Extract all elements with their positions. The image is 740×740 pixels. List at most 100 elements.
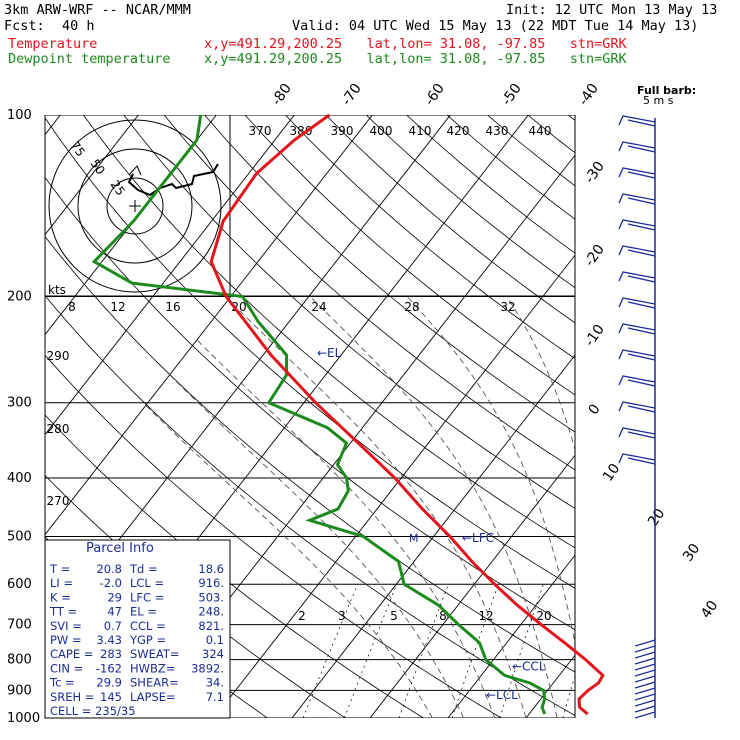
parcel-row-key: LI = — [50, 576, 73, 590]
dry-adiabat — [609, 115, 740, 731]
dry-adiabat — [204, 115, 575, 433]
isotherm — [525, 654, 575, 718]
wind-barb — [634, 705, 656, 713]
wind-barb — [618, 297, 656, 308]
wind-barb — [634, 657, 656, 665]
wind-barb — [627, 197, 656, 205]
parcel-row-key: YGP = — [129, 633, 166, 647]
wind-barb — [618, 167, 656, 178]
isotherm-tick-label: -50 — [499, 81, 525, 109]
speed-tick-label: 12 — [110, 300, 125, 314]
isotherm-tick-label: 40 — [698, 598, 721, 622]
parcel-row-value: 0.1 — [206, 633, 224, 647]
pressure-tick-label: 300 — [7, 396, 32, 411]
hodograph-ring-label: 50 — [88, 157, 108, 178]
wind-barb — [627, 275, 656, 283]
dry-adiabat — [123, 115, 575, 509]
wind-barb — [618, 219, 656, 230]
parcel-row-value: 821. — [198, 619, 224, 633]
parcel-row-value: 34. — [206, 676, 224, 690]
wind-barb — [634, 711, 656, 719]
speed-tick-label: 8 — [68, 300, 76, 314]
mixing-ratio-line — [398, 584, 449, 718]
moist-adiabat — [225, 296, 527, 718]
hodograph-ring-label: 75 — [68, 139, 88, 160]
mixing-ratio-line — [562, 674, 575, 718]
parcel-row-key: LFC = — [130, 590, 164, 604]
parcel-row-value: 3892. — [191, 661, 224, 675]
wind-barb — [618, 115, 656, 126]
parcel-row-value: 20.8 — [96, 562, 122, 576]
parcel-info-title: Parcel Info — [86, 541, 154, 556]
isotherm — [447, 554, 575, 718]
dewpoint-location: x,y=491.29,200.25 lat,lon= 31.08, -97.85… — [204, 51, 627, 67]
valid-time: Valid: 04 UTC Wed 15 May 13 (22 MDT Tue … — [292, 18, 699, 34]
wind-barb — [627, 457, 656, 465]
isotherm-tick-label: -40 — [576, 81, 602, 109]
parcel-row-key: CAPE = — [50, 647, 93, 661]
wind-barb — [634, 663, 656, 671]
pressure-tick-label: 200 — [7, 290, 32, 305]
parcel-row-key: SWEAT= — [130, 647, 180, 661]
isotherm — [45, 115, 295, 436]
level-marker-label: ←CCL — [512, 659, 546, 673]
temperature-legend: Temperature — [8, 36, 98, 52]
dry-adiabat — [567, 115, 575, 121]
mixing-ratio-line — [344, 584, 398, 718]
wind-barb — [634, 699, 656, 707]
profiles — [91, 113, 605, 716]
wind-barb — [627, 405, 656, 413]
theta-tick-label: 380 — [290, 124, 313, 138]
parcel-info-box: Parcel Info T = 20.8 Td = 18.6 LI = -2.0 LCL = 9… — [44, 539, 231, 719]
isotherm — [45, 115, 139, 236]
wind-barb — [627, 171, 656, 179]
parcel-row-key: SREH = — [50, 690, 95, 704]
speed-tick-label: 24 — [311, 300, 326, 314]
hodograph-ring — [106, 177, 164, 235]
forecast-hours: 40 h — [62, 18, 95, 34]
wind-barb — [634, 669, 656, 677]
parcel-row-key: CCL = — [130, 619, 166, 633]
level-markers: ←EL ←LFC ←CCL ←LCL M — [317, 346, 546, 702]
theta-tick-label: 390 — [331, 124, 354, 138]
parcel-row-value: 283 — [100, 647, 122, 661]
parcel-row-key: SHEAR= — [130, 676, 179, 690]
moist-adiabat — [406, 296, 575, 646]
dewpoint-profile — [91, 114, 547, 715]
hodograph-ring — [77, 148, 193, 264]
isotherm — [291, 354, 575, 718]
wind-barb — [618, 141, 656, 152]
theta-tick-label: 440 — [529, 124, 552, 138]
wind-barb — [634, 675, 656, 683]
isotherm-tick-label: -80 — [269, 81, 295, 109]
isotherm — [604, 115, 740, 718]
hodograph-ring-label: 25 — [108, 178, 128, 199]
mixing-ratio-tick-label: 5 — [390, 609, 398, 623]
hodograph-trace — [127, 163, 219, 197]
theta-tick-label: 280 — [47, 422, 70, 436]
parcel-row-value: 29.9 — [96, 676, 122, 690]
parcel-row-key: K = — [50, 590, 71, 604]
level-marker-label: M — [409, 532, 419, 545]
parcel-row-key: PW = — [50, 633, 82, 647]
wind-barb — [627, 249, 656, 257]
parcel-row-key: TT = — [49, 605, 77, 619]
theta-tick-label: 370 — [249, 124, 272, 138]
wind-barb-legend-title: Full barb: — [637, 84, 696, 97]
mixing-ratio-line — [451, 584, 499, 718]
wind-barb — [618, 453, 656, 464]
wind-barb — [627, 223, 656, 231]
dry-adiabat — [244, 115, 575, 396]
parcel-row-value: 324 — [202, 647, 224, 661]
wind-barb — [618, 401, 656, 412]
speed-tick-label: 28 — [404, 300, 419, 314]
wind-barb — [634, 687, 656, 695]
isotherm — [682, 115, 740, 718]
dry-adiabat — [163, 115, 575, 471]
speed-tick-label: 32 — [500, 300, 515, 314]
isotherm — [45, 115, 373, 536]
pressure-tick-label: 700 — [7, 618, 32, 633]
isotherm-tick-label: -10 — [582, 322, 608, 350]
parcel-row-value: 0.7 — [104, 619, 122, 633]
